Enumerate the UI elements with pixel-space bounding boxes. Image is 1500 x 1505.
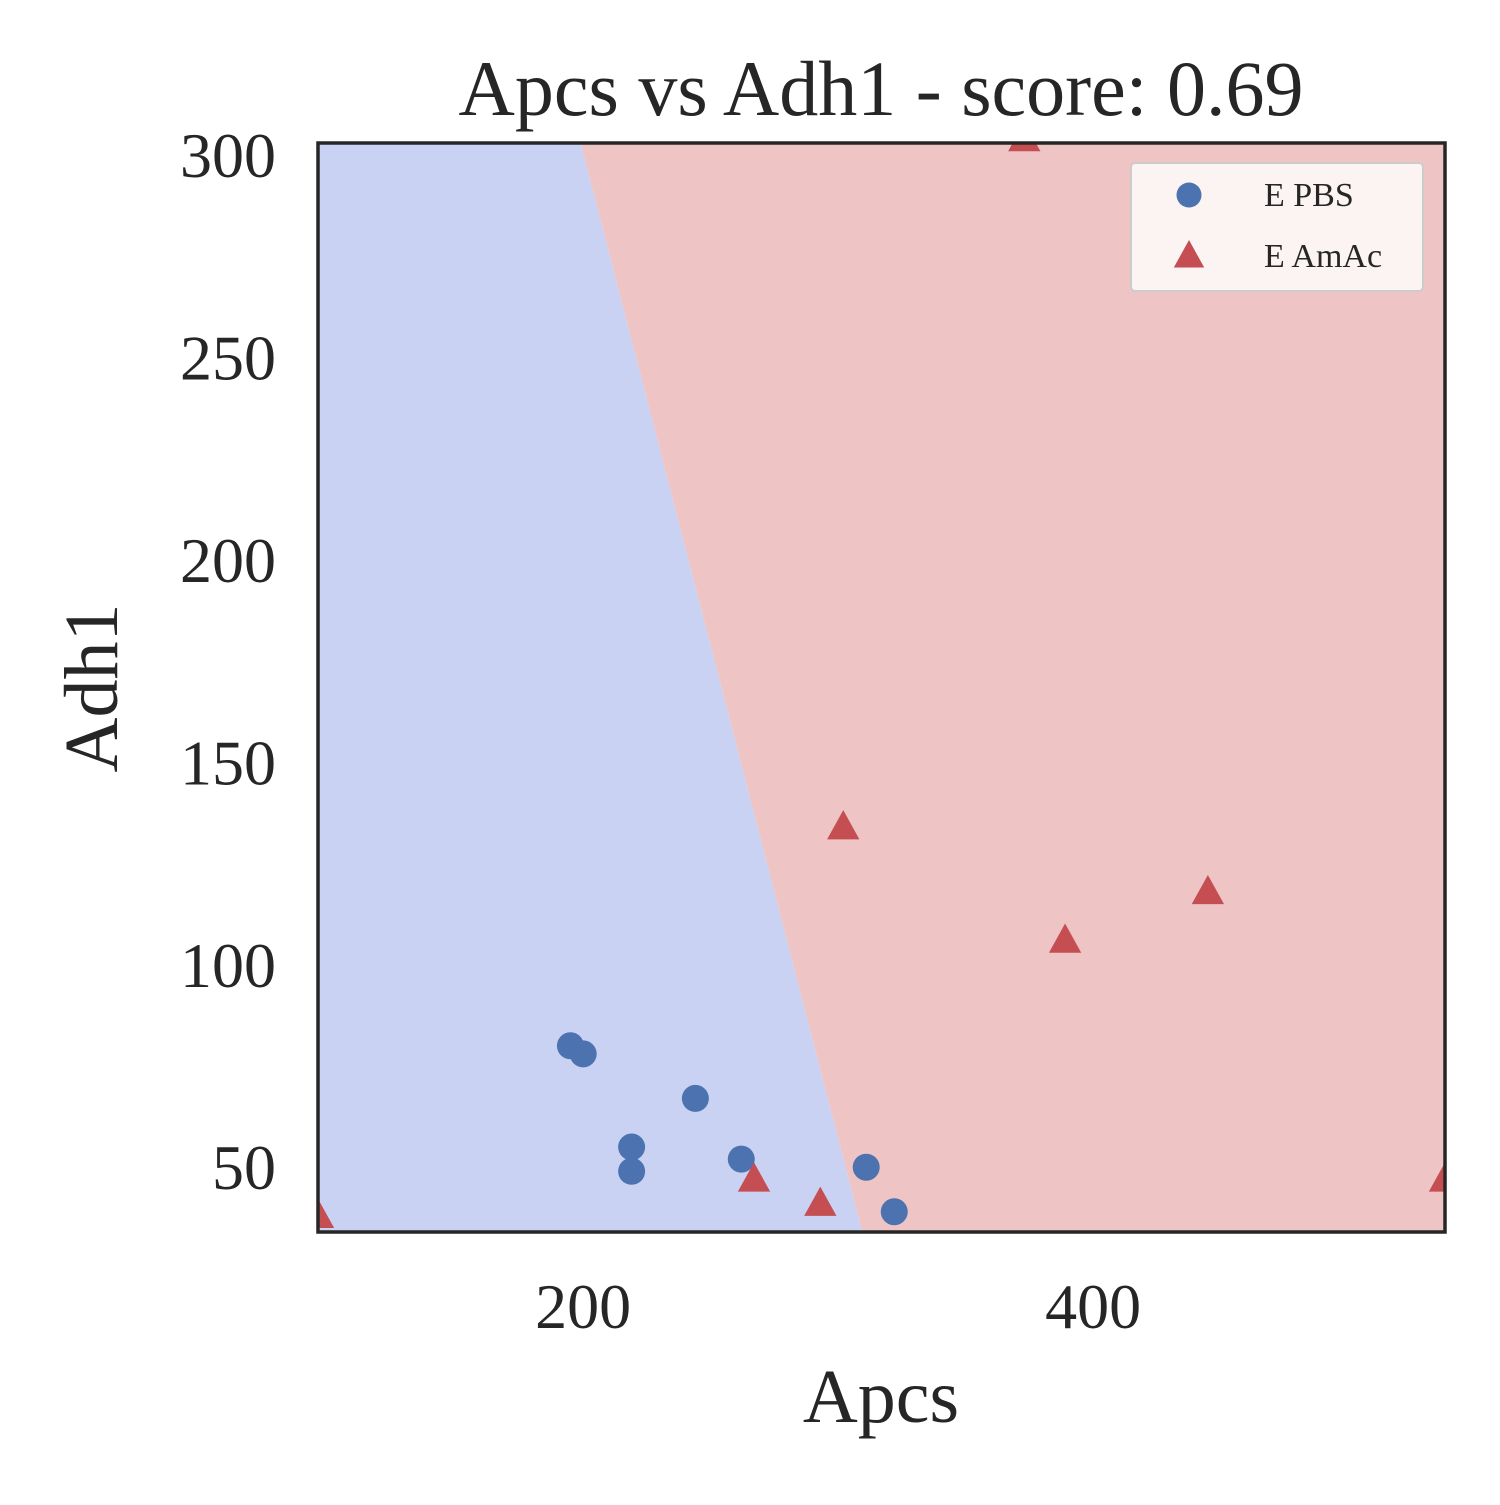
point-series1-2: [804, 1186, 837, 1216]
legend: E PBS E AmAc: [1130, 162, 1424, 292]
point-series0-5: [727, 1145, 755, 1173]
chart-title: Apcs vs Adh1 - score: 0.69: [459, 45, 1304, 132]
y-tick-label: 250: [180, 323, 276, 394]
y-tick-label: 50: [212, 1132, 276, 1203]
legend-label: E PBS: [1264, 177, 1354, 214]
point-series0-3: [618, 1157, 646, 1185]
legend-box: [1130, 162, 1424, 292]
y-tick-label: 300: [180, 120, 276, 191]
x-tick-label: 200: [535, 1271, 631, 1342]
y-tick-label: 150: [180, 727, 276, 798]
point-series1-4: [1008, 143, 1041, 152]
point-series1-0: [318, 1198, 335, 1229]
y-axis-label: Adh1: [50, 604, 134, 773]
point-series0-7: [880, 1198, 908, 1226]
region-e-pbs: [318, 143, 863, 1232]
plot-frame: [316, 141, 1447, 1234]
point-series1-6: [1191, 874, 1225, 905]
point-series0-4: [681, 1084, 709, 1112]
decision-regions: [318, 143, 1445, 1232]
point-series1-3: [827, 810, 860, 840]
region-e-amac: [580, 143, 1445, 1232]
point-series0-1: [569, 1040, 597, 1068]
point-series0-6: [852, 1153, 880, 1181]
y-tick-label: 200: [180, 525, 276, 596]
legend-marker: [1176, 182, 1202, 208]
x-axis-ticks: 200 400: [535, 1271, 1141, 1342]
x-axis-label: Apcs: [803, 1355, 959, 1439]
y-tick-label: 100: [180, 930, 276, 1001]
y-axis-ticks: 50 100 150 200 250 300: [180, 120, 276, 1203]
legend-label: E AmAc: [1264, 238, 1382, 275]
legend-marker: [1173, 240, 1205, 268]
point-series1-7: [1428, 1162, 1445, 1192]
point-series1-1: [737, 1162, 771, 1192]
data-points: [318, 143, 1445, 1229]
point-series1-5: [1048, 923, 1082, 953]
x-tick-label: 400: [1045, 1271, 1141, 1342]
point-series0-2: [618, 1133, 646, 1161]
